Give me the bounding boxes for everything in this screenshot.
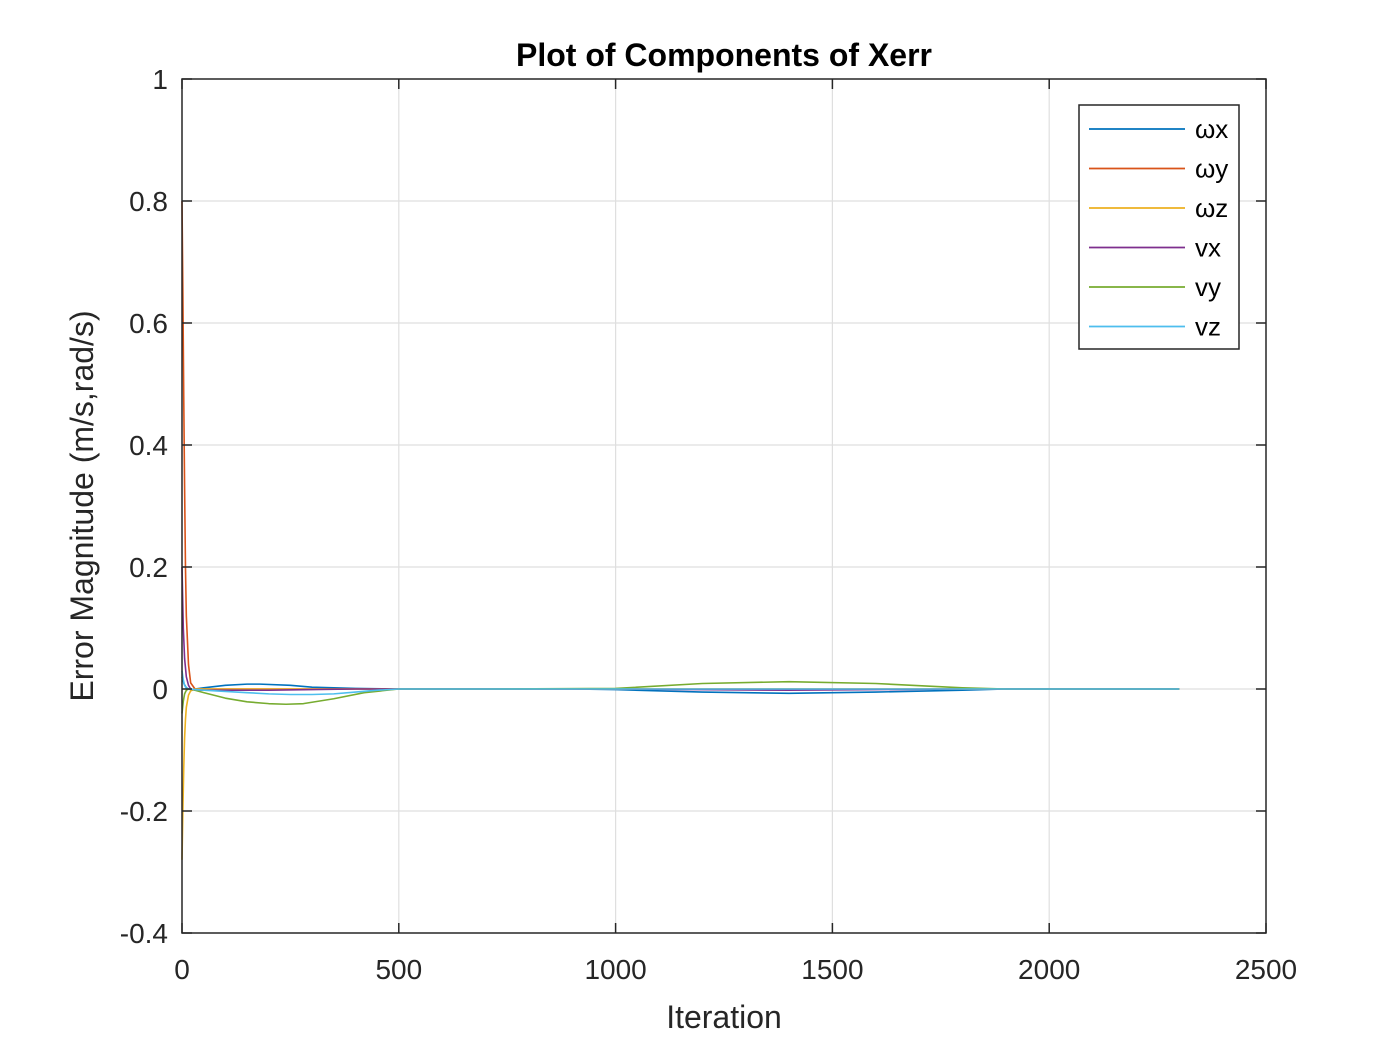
x-axis-label: Iteration: [666, 999, 782, 1035]
x-tick-label: 2000: [1018, 954, 1080, 985]
x-tick-label: 500: [375, 954, 422, 985]
y-tick-label: 0: [152, 674, 168, 705]
y-tick-label: -0.4: [120, 918, 168, 949]
y-tick-label: 0.2: [129, 552, 168, 583]
legend: ωx ωy ωz vx vy vz: [1078, 104, 1240, 350]
legend-box: [1078, 104, 1240, 350]
axis-ticks: 0 500 1000 1500 2000 2500 -0.4 -0.2 0 0.2 0.4 0.6 0.…: [120, 64, 1297, 985]
y-axis-label: Error Magnitude (m/s,rad/s): [64, 310, 100, 701]
y-tick-label: 1: [152, 64, 168, 95]
legend-entry-label: vy: [1195, 272, 1221, 302]
legend-entry-label: vz: [1195, 312, 1221, 342]
y-tick-label: 0.4: [129, 430, 168, 461]
y-tick-label: 0.6: [129, 308, 168, 339]
x-tick-label: 2500: [1235, 954, 1297, 985]
x-tick-label: 1500: [801, 954, 863, 985]
legend-entry-label: ωz: [1195, 193, 1228, 223]
y-tick-label: 0.8: [129, 186, 168, 217]
legend-entry-label: ωx: [1195, 114, 1228, 144]
series-line-4: [181, 566, 1180, 692]
y-tick-label: -0.2: [120, 796, 168, 827]
legend-entry-label: ωy: [1195, 154, 1228, 184]
x-tick-label: 1000: [584, 954, 646, 985]
axes-box: [181, 78, 1267, 934]
x-tick-label: 0: [174, 954, 190, 985]
legend-entry-label: vx: [1195, 233, 1221, 263]
chart-title: Plot of Components of Xerr: [516, 37, 932, 73]
